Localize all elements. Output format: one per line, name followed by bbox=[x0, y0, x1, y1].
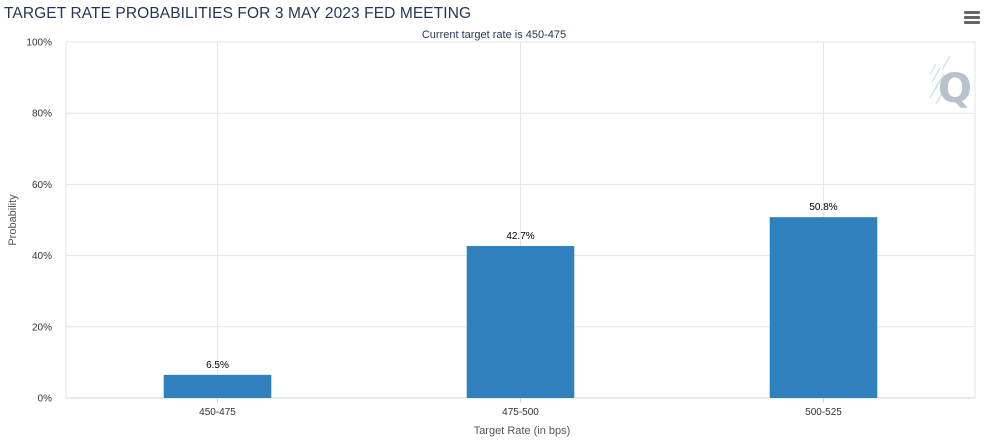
hamburger-menu-icon[interactable] bbox=[964, 10, 980, 24]
y-tick-label: 60% bbox=[32, 180, 52, 191]
svg-text:Q: Q bbox=[938, 66, 972, 112]
data-label: 42.7% bbox=[506, 231, 534, 242]
bar-450-475[interactable] bbox=[163, 374, 272, 398]
chart-title: TARGET RATE PROBABILITIES FOR 3 MAY 2023… bbox=[4, 5, 472, 22]
quikstrike-logo-icon: Q bbox=[929, 55, 972, 112]
x-tick-label: 475-500 bbox=[502, 407, 539, 418]
data-label: 6.5% bbox=[206, 360, 229, 371]
data-label: 50.8% bbox=[809, 202, 837, 213]
y-tick-label: 20% bbox=[32, 322, 52, 333]
bar-475-500[interactable] bbox=[466, 245, 575, 398]
y-tick-label: 40% bbox=[32, 251, 52, 262]
x-axis-title: Target Rate (in bps) bbox=[474, 425, 571, 437]
bar-500-525[interactable] bbox=[769, 217, 878, 398]
y-axis-title: Probability bbox=[7, 194, 19, 246]
x-tick-label: 450-475 bbox=[199, 407, 236, 418]
chart-subtitle: Current target rate is 450-475 bbox=[422, 29, 566, 41]
x-tick-label: 500-525 bbox=[805, 407, 842, 418]
y-tick-label: 80% bbox=[32, 109, 52, 120]
y-tick-label: 0% bbox=[38, 394, 53, 405]
y-tick-label: 100% bbox=[26, 38, 52, 49]
